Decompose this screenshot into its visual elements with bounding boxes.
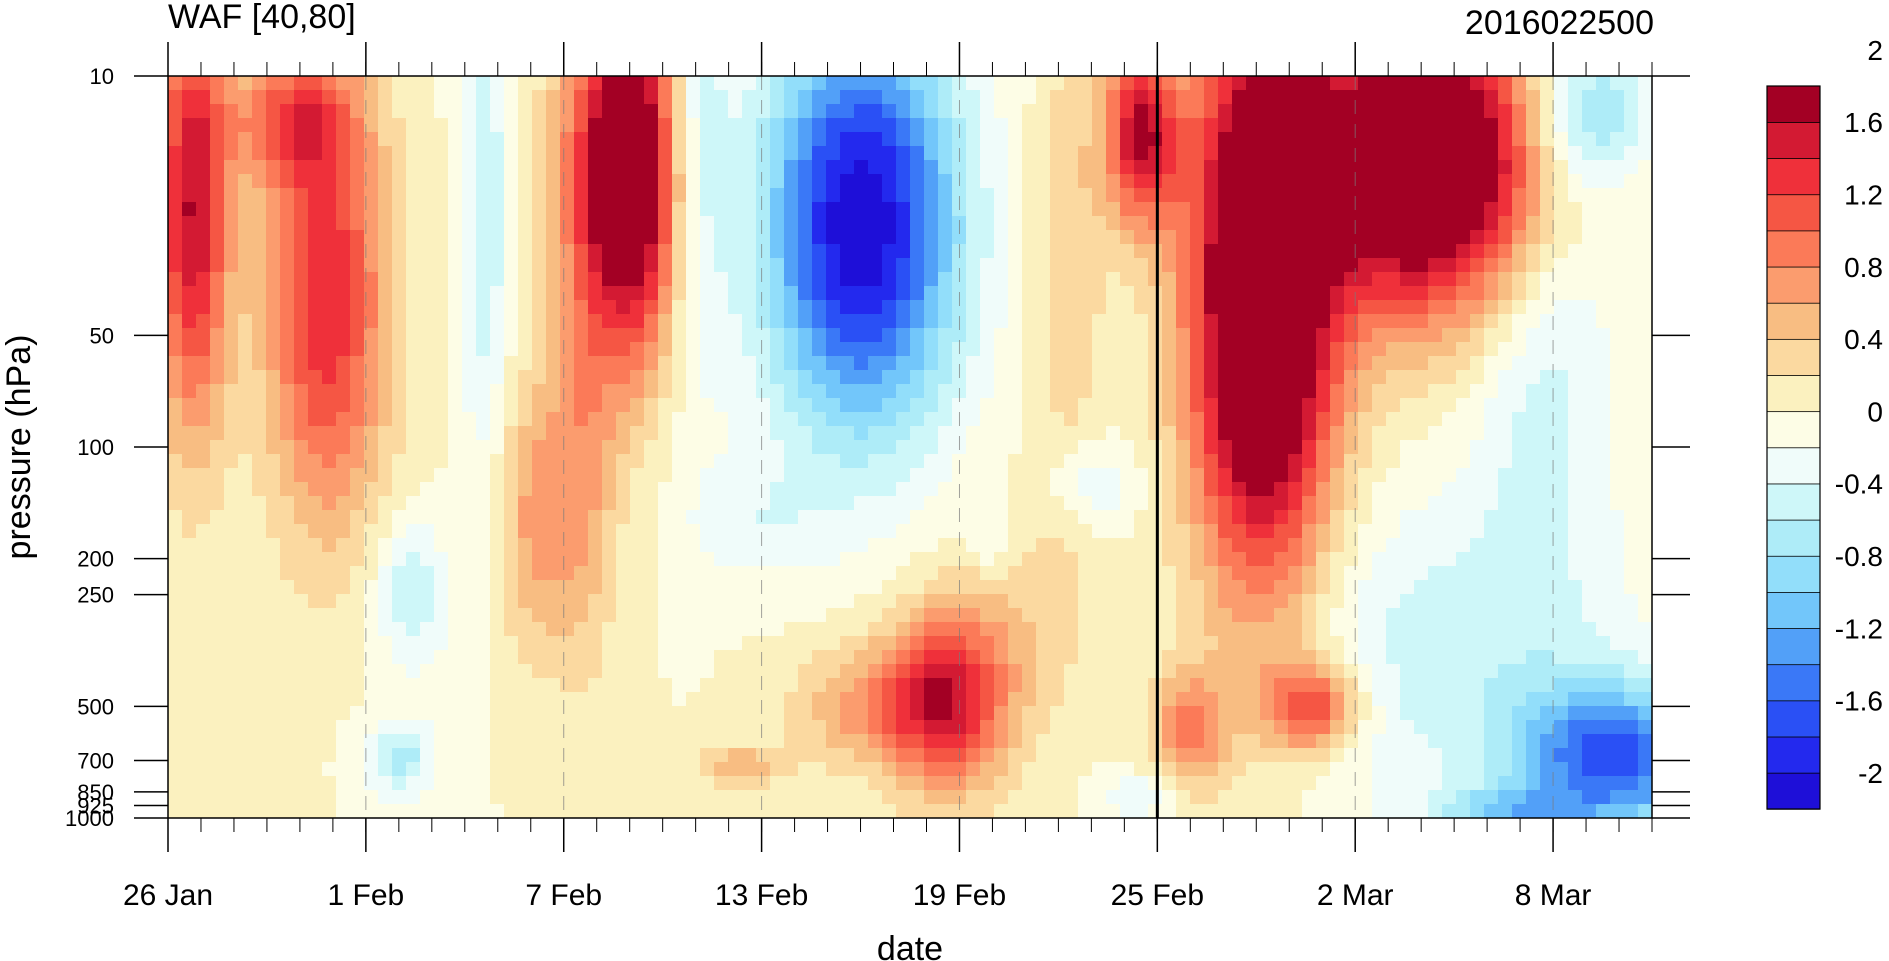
x-tick-label: 2 Mar (1317, 879, 1394, 912)
colorbar-swatch (1766, 772, 1821, 810)
colorbar-swatch (1766, 266, 1821, 304)
x-tick-label: 26 Jan (123, 879, 213, 912)
colorbar-label: 2 (1867, 35, 1883, 66)
colorbar-swatch (1766, 700, 1821, 738)
colorbar-swatch (1766, 483, 1821, 521)
colorbar-label: -0.8 (1835, 541, 1883, 572)
y-axis-label: pressure (hPa) (0, 335, 38, 560)
chart-title: WAF [40,80] (168, 0, 356, 36)
y-tick-label: 10 (90, 64, 114, 89)
colorbar-swatch (1766, 302, 1821, 340)
colorbar-label: 0 (1867, 396, 1883, 427)
x-tick-labels: 26 Jan 1 Feb 7 Feb 13 Feb 19 Feb 25 Feb 2 Mar 8… (123, 879, 1591, 912)
colorbar-swatch (1766, 736, 1821, 774)
colorbar-label: 0.8 (1844, 252, 1883, 283)
colorbar-label: -0.4 (1835, 469, 1883, 500)
colorbar-swatch (1766, 591, 1821, 629)
y-tick-label: 100 (77, 435, 114, 460)
colorbar-label: 1.6 (1844, 107, 1883, 138)
colorbar-label: -1.2 (1835, 613, 1883, 644)
y-tick-label: 925 (77, 793, 114, 818)
y-tick-label: 700 (77, 749, 114, 774)
colorbar-swatch (1766, 157, 1821, 196)
colorbar-swatch (1766, 410, 1821, 449)
colorbar-swatch (1766, 338, 1821, 376)
y-tick-label: 50 (90, 323, 114, 348)
y-tick-label: 500 (77, 694, 114, 719)
x-tick-label: 8 Mar (1515, 879, 1592, 912)
y-tick-label: 1000 (65, 806, 114, 831)
colorbar-label: 1.2 (1844, 179, 1883, 210)
colorbar: 2 1.6 1.2 0.8 0.4 0 -0.4 -0.8 -1.2 -1.6 -2 (1766, 35, 1883, 810)
colorbar-swatch (1766, 85, 1821, 123)
colorbar-swatch (1766, 555, 1821, 593)
colorbar-label: -1.6 (1835, 686, 1883, 717)
colorbar-swatch (1766, 194, 1821, 232)
x-tick-label: 19 Feb (913, 879, 1006, 912)
colorbar-swatch (1766, 374, 1821, 413)
y-tick-label: 850 (77, 780, 114, 805)
y-tick-label: 200 (77, 547, 114, 572)
x-axis-label: date (877, 930, 943, 961)
x-tick-label: 1 Feb (328, 879, 405, 912)
x-tick-label: 7 Feb (525, 879, 602, 912)
colorbar-swatch (1766, 664, 1821, 702)
colorbar-swatch (1766, 519, 1821, 557)
colorbar-swatch (1766, 230, 1821, 268)
colorbar-label: 0.4 (1844, 324, 1883, 355)
colorbar-swatch (1766, 627, 1821, 666)
chart-date-stamp: 2016022500 (1465, 4, 1654, 42)
colorbar-swatch (1766, 121, 1821, 160)
y-tick-label: 250 (77, 583, 114, 608)
colorbar-swatch (1766, 447, 1821, 485)
x-tick-label: 25 Feb (1111, 879, 1204, 912)
x-tick-label: 13 Feb (715, 879, 808, 912)
waf-contour-field (168, 76, 1652, 818)
axis-ticks (134, 42, 1690, 852)
colorbar-label: -2 (1858, 758, 1883, 789)
